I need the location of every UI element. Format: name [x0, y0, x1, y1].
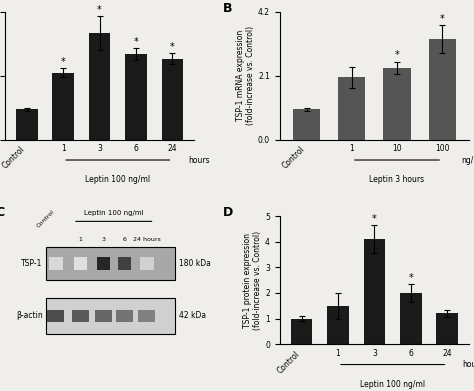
- Bar: [74, 257, 87, 270]
- Bar: [291, 319, 312, 344]
- Bar: [95, 310, 112, 322]
- Bar: [89, 33, 110, 140]
- Text: *: *: [97, 5, 102, 15]
- Text: hours: hours: [188, 156, 210, 165]
- Text: *: *: [134, 37, 138, 47]
- Y-axis label: TSP-1 protein expression
(fold-increase vs. Control): TSP-1 protein expression (fold-increase …: [243, 231, 262, 330]
- Text: 6: 6: [122, 237, 126, 242]
- Bar: [327, 306, 349, 344]
- Bar: [49, 257, 63, 270]
- Bar: [118, 257, 131, 270]
- Bar: [52, 73, 74, 140]
- Text: Leptin 100 ng/ml: Leptin 100 ng/ml: [360, 380, 425, 389]
- Text: 42 kDa: 42 kDa: [179, 312, 206, 321]
- Text: Leptin 100 ng/ml: Leptin 100 ng/ml: [84, 210, 144, 216]
- Text: Leptin 100 ng/ml: Leptin 100 ng/ml: [85, 175, 150, 184]
- Bar: [46, 298, 175, 334]
- Bar: [116, 310, 133, 322]
- Bar: [293, 109, 320, 140]
- Text: TSP-1: TSP-1: [21, 259, 43, 268]
- Text: C: C: [0, 206, 4, 219]
- Text: D: D: [223, 206, 233, 219]
- Bar: [125, 54, 147, 140]
- Text: 180 kDa: 180 kDa: [179, 259, 211, 268]
- Bar: [400, 293, 422, 344]
- Text: Leptin 3 hours: Leptin 3 hours: [369, 175, 425, 184]
- Bar: [437, 314, 458, 344]
- Text: 3: 3: [101, 237, 105, 242]
- Text: Control: Control: [36, 209, 56, 229]
- Text: 24 hours: 24 hours: [133, 237, 161, 242]
- Text: *: *: [395, 50, 400, 61]
- Bar: [364, 239, 385, 344]
- Y-axis label: TSP-1 mRNA expression
(fold-increase vs. Control): TSP-1 mRNA expression (fold-increase vs.…: [236, 26, 255, 125]
- Text: 1: 1: [79, 237, 82, 242]
- Text: *: *: [170, 42, 175, 52]
- Bar: [16, 109, 37, 140]
- Text: B: B: [223, 2, 232, 14]
- Bar: [47, 310, 64, 322]
- Text: *: *: [61, 57, 65, 66]
- Text: ng/ml: ng/ml: [461, 156, 474, 165]
- Text: β-actin: β-actin: [16, 312, 43, 321]
- Bar: [72, 310, 89, 322]
- Bar: [383, 68, 410, 140]
- Bar: [428, 39, 456, 140]
- Text: *: *: [409, 273, 413, 283]
- Bar: [162, 59, 183, 140]
- Bar: [140, 257, 154, 270]
- Bar: [138, 310, 155, 322]
- Text: hours: hours: [463, 360, 474, 369]
- Bar: [46, 247, 175, 280]
- Text: *: *: [440, 14, 445, 24]
- Text: *: *: [372, 214, 377, 224]
- Bar: [338, 77, 365, 140]
- Bar: [97, 257, 110, 270]
